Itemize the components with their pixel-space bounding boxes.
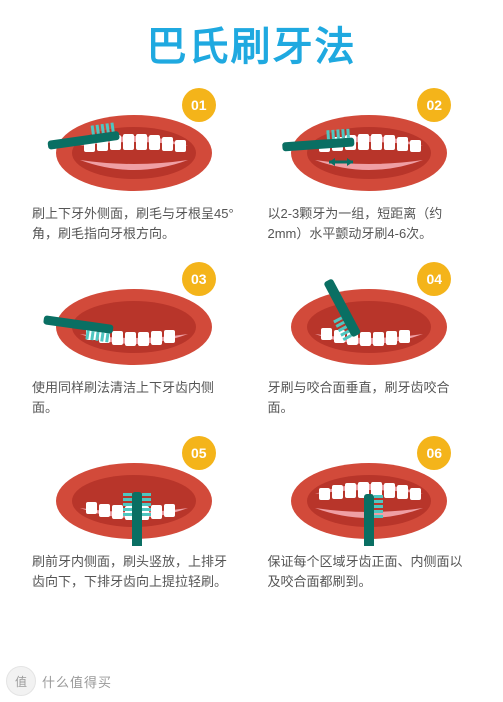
- step-04-caption: 牙刷与咬合面垂直，刷牙齿咬合面。: [264, 372, 476, 424]
- watermark-text: 什么值得买: [42, 672, 112, 691]
- step-03-caption: 使用同样刷法清洁上下牙齿内侧面。: [28, 372, 240, 424]
- step-01-illustration: 01: [34, 88, 234, 198]
- step-06-badge: 06: [417, 436, 451, 470]
- step-03: 03 使用同样刷法清洁上下牙齿内侧面。: [28, 262, 240, 424]
- step-05-illustration: 05: [34, 436, 234, 546]
- step-02: 02 以2-3颗牙为一组，短距离（约2mm）水平颤动牙刷4-6次。: [264, 88, 476, 250]
- step-04: 04 牙刷与咬合面垂直，刷牙齿咬合面。: [264, 262, 476, 424]
- steps-grid: 01 刷上下牙外侧面，刷毛与牙根呈45°角，刷毛指向牙根方向。: [0, 82, 503, 598]
- step-02-illustration: 02: [269, 88, 469, 198]
- step-03-illustration: 03: [34, 262, 234, 372]
- step-02-caption: 以2-3颗牙为一组，短距离（约2mm）水平颤动牙刷4-6次。: [264, 198, 476, 250]
- step-01-caption: 刷上下牙外侧面，刷毛与牙根呈45°角，刷毛指向牙根方向。: [28, 198, 240, 250]
- step-02-badge: 02: [417, 88, 451, 122]
- step-05-badge: 05: [182, 436, 216, 470]
- step-01-badge: 01: [182, 88, 216, 122]
- step-05-caption: 刷前牙内侧面，刷头竖放，上排牙齿向下，下排牙齿向上提拉轻刷。: [28, 546, 240, 598]
- step-06-illustration: 06: [269, 436, 469, 546]
- step-01: 01 刷上下牙外侧面，刷毛与牙根呈45°角，刷毛指向牙根方向。: [28, 88, 240, 250]
- watermark-badge-icon: 值: [6, 666, 36, 696]
- infographic-title: 巴氏刷牙法: [0, 0, 503, 82]
- step-03-badge: 03: [182, 262, 216, 296]
- watermark: 值 什么值得买: [6, 666, 112, 696]
- step-06-caption: 保证每个区域牙齿正面、内侧面以及咬合面都刷到。: [264, 546, 476, 598]
- step-05: 05 刷前牙内侧面，刷头竖放，上排牙齿向下，下排牙齿向上提拉轻刷。: [28, 436, 240, 598]
- step-06: 06 保证每个区域牙齿正面、内侧面以及咬合面都刷到。: [264, 436, 476, 598]
- step-04-illustration: 04: [269, 262, 469, 372]
- step-04-badge: 04: [417, 262, 451, 296]
